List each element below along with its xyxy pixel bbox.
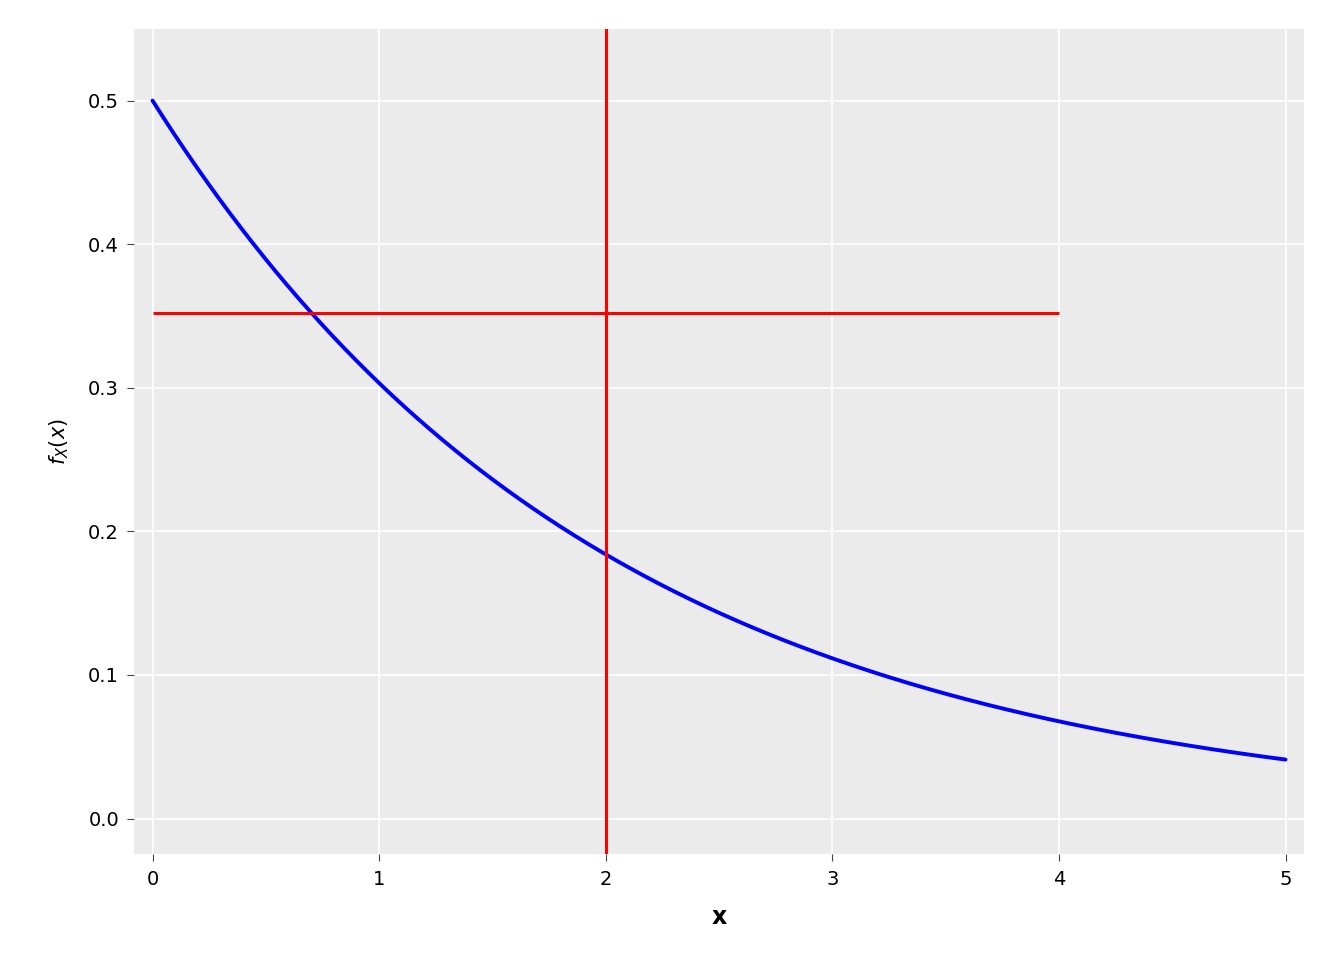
Y-axis label: $f_X(x)$: $f_X(x)$ [48,419,71,465]
X-axis label: x: x [711,905,727,929]
